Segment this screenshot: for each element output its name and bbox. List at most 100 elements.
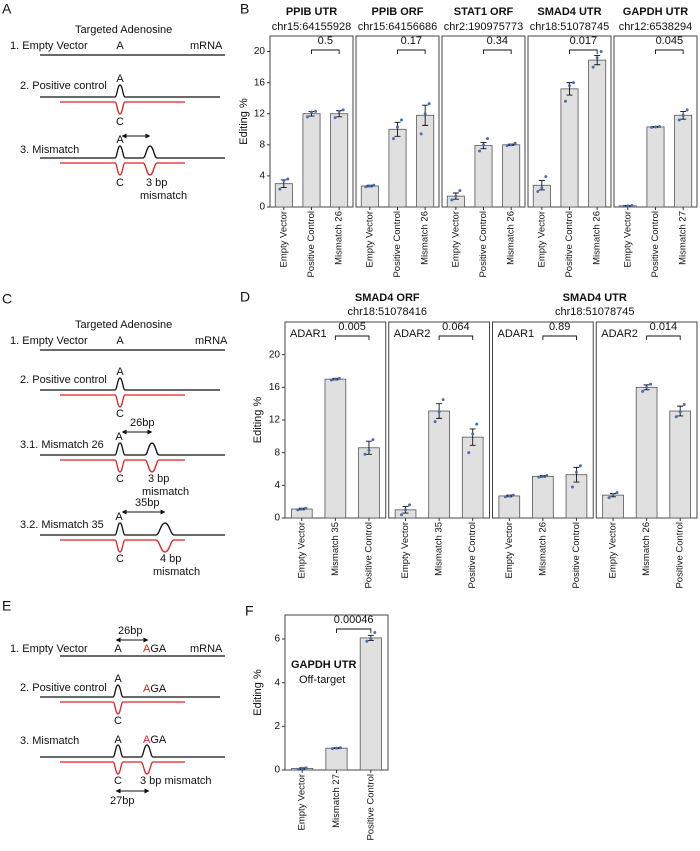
edited-base: A: [143, 643, 151, 655]
p-value: 0.00046: [334, 614, 374, 626]
replicate-point: [304, 506, 308, 510]
facet-label: ADAR1: [290, 328, 327, 340]
label: C: [116, 408, 124, 420]
bar: [532, 475, 554, 519]
group-subtitle: chr2:190975773: [444, 21, 524, 33]
p-value: 0.017: [570, 35, 598, 47]
bar: [461, 436, 484, 519]
error-bar: [394, 121, 401, 137]
y-tick-label: 8: [259, 139, 265, 150]
bar: [358, 447, 380, 519]
panel-letter: E: [2, 598, 11, 614]
x-tick-label: Mismatch 26: [641, 522, 652, 576]
y-tick-label: 20: [269, 349, 281, 360]
p-value: 0.045: [656, 35, 684, 47]
significance-bracket: [334, 335, 370, 340]
replicate-point: [507, 494, 511, 498]
x-tick-label: Empty Vector: [297, 774, 308, 831]
error-bar: [469, 428, 476, 446]
replicate-point: [607, 496, 611, 500]
heading: Targeted Adenosine: [75, 24, 172, 36]
replicate-point: [540, 186, 544, 190]
replicate-point: [544, 175, 548, 179]
label: 4 bp: [160, 553, 181, 565]
y-tick-label: 0: [259, 202, 265, 213]
replicate-point: [423, 112, 427, 116]
y-axis-label: Editing %: [252, 669, 264, 716]
guide-strand: [60, 539, 185, 553]
replicate-point: [568, 84, 571, 88]
replicate-point: [649, 382, 653, 386]
replicate-point: [622, 204, 626, 208]
heading: Targeted Adenosine: [75, 319, 172, 331]
label: A: [114, 643, 122, 655]
x-tick-label: Positive Control: [392, 211, 403, 278]
replicate-point: [650, 125, 653, 129]
bar: [302, 113, 321, 208]
label: 26bp: [130, 417, 154, 429]
replicate-point: [368, 184, 372, 188]
label: C: [114, 715, 122, 727]
group-subtitle: chr15:64156686: [358, 21, 438, 33]
bar: [388, 128, 407, 208]
group-title: STAT1 ORF: [454, 6, 514, 18]
x-tick-label: Mismatch 26: [592, 211, 603, 265]
panel-letter: B: [240, 1, 249, 17]
group-subtitle: chr18:51078745: [530, 21, 610, 33]
replicate-point: [333, 116, 337, 120]
bar: [602, 494, 624, 519]
mrna-strand: [40, 684, 220, 698]
replicate-point: [595, 56, 599, 60]
x-tick-label: Positive Control: [365, 774, 376, 841]
replicate-point: [674, 415, 678, 419]
bar: [588, 59, 607, 208]
replicate-point: [578, 464, 582, 468]
mrna-strand: [40, 377, 220, 391]
replicate-point: [365, 639, 369, 643]
label: A: [116, 40, 124, 52]
replicate-point: [400, 513, 404, 517]
replicate-point: [371, 438, 375, 442]
replicate-point: [333, 377, 337, 381]
mrna-strand: [40, 442, 225, 456]
replicate-point: [363, 452, 367, 456]
label: C: [116, 177, 124, 189]
label: 2. Positive control: [20, 80, 107, 92]
y-tick-label: 0: [274, 513, 280, 524]
guide-strand: [60, 101, 185, 115]
bar: [502, 144, 521, 208]
y-tick-label: 16: [254, 77, 266, 88]
replicate-point: [300, 766, 304, 770]
label: A: [116, 73, 124, 85]
x-tick-label: Positive Control: [571, 522, 582, 589]
facet-title: GAPDH UTR: [291, 659, 356, 671]
group-subtitle: chr15:64155928: [272, 21, 352, 33]
significance-bracket: [483, 49, 512, 54]
label: 35bp: [135, 497, 159, 509]
x-tick-label: Positive Control: [564, 211, 575, 278]
guide-strand: [60, 459, 185, 473]
replicate-point: [278, 187, 282, 191]
replicate-point: [458, 189, 462, 193]
group-subtitle: chr12:6538294: [619, 21, 692, 33]
replicate-point: [341, 108, 345, 112]
label: mismatch: [153, 566, 200, 578]
replicate-point: [433, 420, 437, 424]
x-tick-label: Empty Vector: [296, 522, 307, 579]
replicate-point: [364, 185, 368, 189]
bar: [474, 145, 493, 208]
guide-strand: [60, 761, 185, 775]
replicate-point: [335, 746, 338, 750]
facet-label: ADAR1: [498, 328, 535, 340]
x-tick-label: Empty Vector: [400, 522, 411, 579]
label: 1. Empty Vector: [10, 335, 88, 347]
p-value: 0.89: [549, 321, 570, 333]
replicate-point: [505, 144, 509, 148]
label: 27bp: [110, 795, 134, 807]
label: mRNA: [190, 40, 223, 52]
y-tick-label: 16: [269, 382, 281, 393]
bar: [416, 114, 435, 208]
label: 3.1. Mismatch 26: [20, 439, 104, 451]
replicate-point: [678, 410, 682, 414]
error-bar: [365, 440, 372, 455]
